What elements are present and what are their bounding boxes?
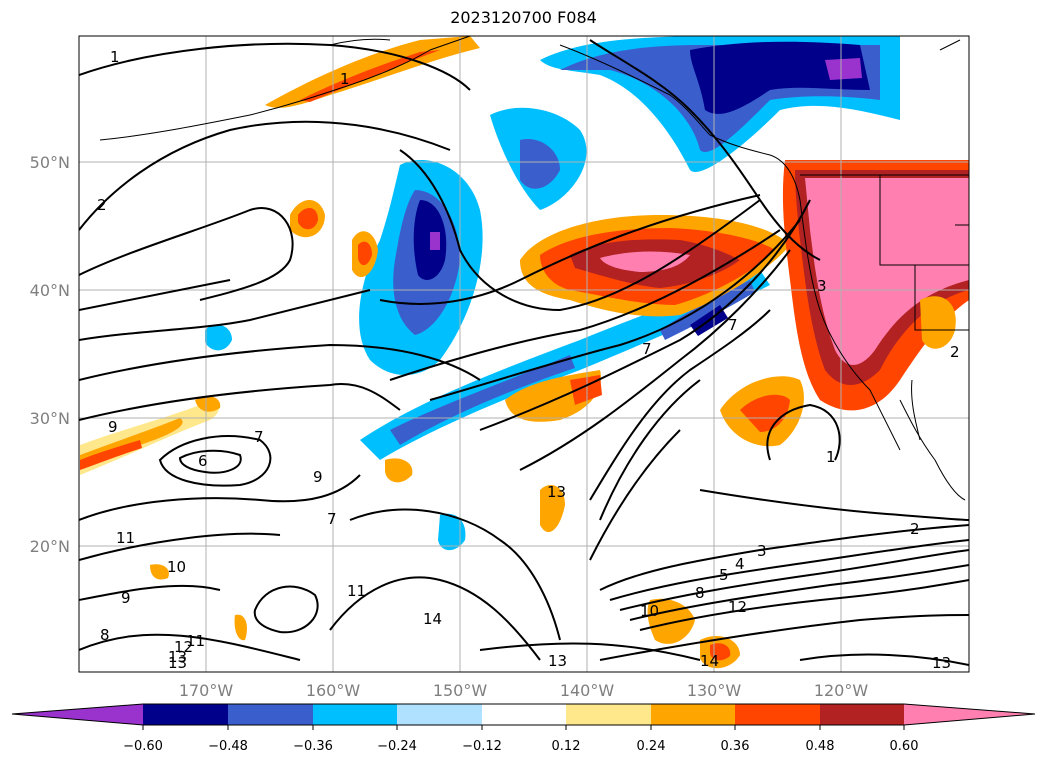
- contour-label: 9: [313, 468, 323, 486]
- lat-label: 30°N: [30, 409, 70, 428]
- colorbar-segment: [566, 704, 651, 725]
- gridlines: [79, 36, 969, 672]
- colorbar-tick-label: −0.60: [123, 739, 163, 754]
- contour-label: 14: [700, 652, 719, 670]
- colorbar-tick-label: −0.24: [377, 739, 417, 754]
- contour-label: 8: [100, 626, 110, 644]
- colorbar-segment: [397, 704, 482, 725]
- contour-label: 7: [327, 510, 337, 528]
- contour-label: 4: [735, 555, 745, 573]
- shading-layer: [80, 36, 969, 669]
- contour-lines: [79, 39, 969, 666]
- colorbar-tick-label: −0.36: [293, 739, 333, 754]
- colorbar-segment: [143, 704, 228, 725]
- contour-label: 1: [340, 70, 350, 88]
- lon-label: 170°W: [179, 681, 234, 700]
- contour-label: 10: [640, 602, 659, 620]
- contour-label: 13: [932, 654, 951, 672]
- lat-label: 20°N: [30, 537, 70, 556]
- colorbar-segment: [482, 704, 566, 725]
- colorbar-tick-label: 0.12: [552, 739, 581, 754]
- contour-label: 3: [757, 542, 767, 560]
- contour-label: 13: [168, 648, 187, 666]
- colorbar-segment: [820, 704, 904, 725]
- lon-label: 160°W: [306, 681, 361, 700]
- contour-label: 7: [642, 340, 652, 358]
- colorbar-tick-label: −0.48: [208, 739, 248, 754]
- contour-label: 10: [167, 558, 186, 576]
- contour-label: 13: [547, 483, 566, 501]
- colorbar-segment: [228, 704, 313, 725]
- contour-label: 6: [198, 452, 208, 470]
- colorbar-segment: [313, 704, 397, 725]
- contour-label: 13: [548, 652, 567, 670]
- contour-label: 11: [116, 529, 135, 547]
- contour-label: 3: [817, 277, 827, 295]
- contour-label: 13: [168, 654, 187, 672]
- lon-label: 150°W: [433, 681, 488, 700]
- contour-label: 2: [910, 520, 920, 538]
- contour-label: 9: [108, 418, 118, 436]
- longitude-labels: 170°W 160°W 150°W 140°W 130°W 120°W: [179, 681, 869, 700]
- colorbar-tick-label: 0.36: [721, 739, 750, 754]
- contour-label: 11: [347, 582, 366, 600]
- contour-label: 2: [950, 343, 960, 361]
- latitude-labels: 50°N 40°N 30°N 20°N: [30, 153, 70, 556]
- colorbar-segment: [735, 704, 820, 725]
- contour-label: 1: [826, 448, 836, 466]
- contour-label: 2: [97, 196, 107, 214]
- contour-label: 9: [121, 589, 131, 607]
- lon-label: 120°W: [814, 681, 869, 700]
- colorbar-tick-label: −0.12: [462, 739, 502, 754]
- contour-label: 7: [728, 316, 738, 334]
- colorbar-extend-right: [904, 704, 1035, 725]
- contour-label: 5: [719, 566, 729, 584]
- colorbar-tick-label: 0.48: [806, 739, 835, 754]
- contour-label: 12: [174, 638, 193, 656]
- contour-label: 12: [728, 598, 747, 616]
- map-frame: [78, 35, 970, 673]
- lat-label: 50°N: [30, 153, 70, 172]
- contour-label: 14: [423, 610, 442, 628]
- map-layers: [79, 36, 969, 672]
- colorbar-tick-label: 0.24: [637, 739, 666, 754]
- colorbar-tick-label: 0.60: [890, 739, 919, 754]
- coastlines: [99, 36, 969, 501]
- map-title: 2023120700 F084: [450, 8, 597, 27]
- lon-label: 140°W: [560, 681, 615, 700]
- lon-label: 130°W: [687, 681, 742, 700]
- colorbar-segment: [651, 704, 735, 725]
- contour-label: 1: [110, 48, 120, 66]
- contour-labels: 1 2 1 9 7 6 9 11 10 9 8 7 11 14 13 12 13…: [97, 48, 960, 672]
- colorbar: −0.60 −0.48 −0.36 −0.24 −0.12 0.12 0.24 …: [11, 703, 1036, 754]
- contour-label: 11: [186, 632, 205, 650]
- lat-label: 40°N: [30, 281, 70, 300]
- colorbar-extend-left: [12, 704, 143, 725]
- contour-label: 8: [695, 584, 705, 602]
- contour-label: 7: [254, 428, 264, 446]
